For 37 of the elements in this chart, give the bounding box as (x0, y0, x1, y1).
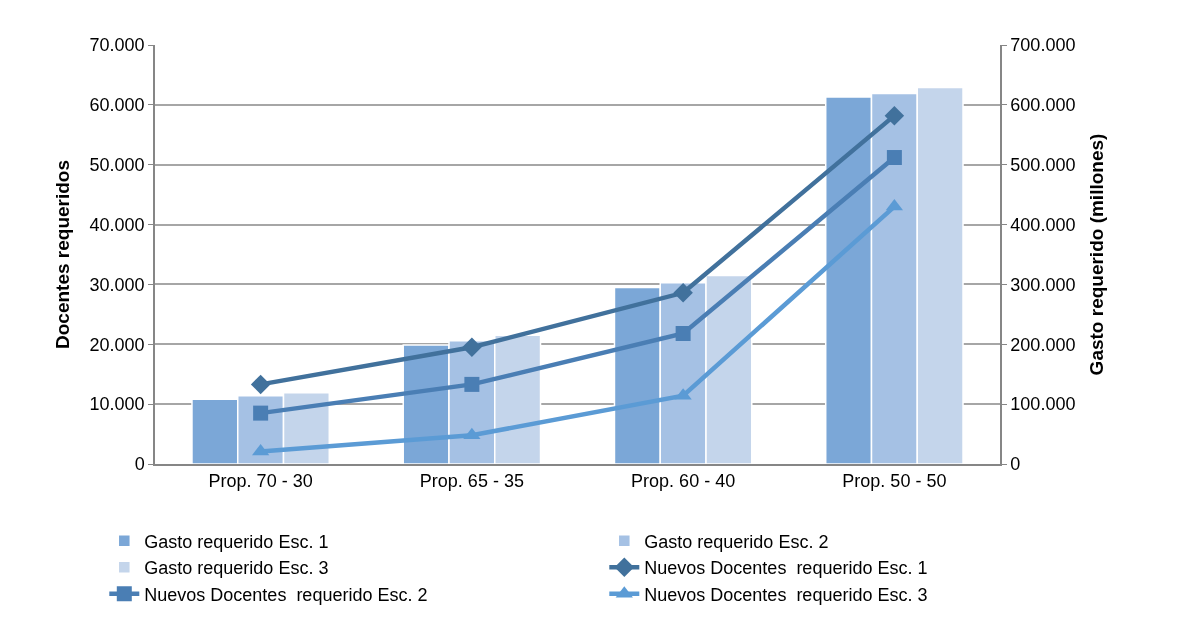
y2-tick-label: 500.000 (1010, 155, 1076, 176)
legend-label: Gasto requerido Esc. 2 (644, 531, 829, 552)
y-tick-label: 40.000 (89, 214, 145, 235)
legend-label: Nuevos Docentes requerido Esc. 3 (644, 584, 928, 605)
y2-tick-label: 0 (1010, 454, 1021, 475)
y-tick-label: 0 (134, 454, 145, 475)
point (462, 337, 482, 358)
y2-tick-label: 300.000 (1010, 274, 1076, 295)
point (886, 150, 902, 166)
y-tick-label: 30.000 (89, 274, 145, 295)
x-tick-label: Prop. 70 - 30 (208, 471, 313, 492)
point (673, 283, 693, 303)
y2-tick-label: 700.000 (1010, 35, 1076, 56)
legend-label: Gasto requerido Esc. 1 (144, 531, 329, 552)
y-tick-label: 10.000 (89, 394, 145, 415)
point (253, 405, 269, 421)
y2-tick-label: 100.000 (1010, 394, 1076, 415)
y2-axis-title: Gasto requerido (millones) (1085, 133, 1107, 376)
y-tick-label: 70.000 (89, 35, 145, 56)
point (884, 105, 905, 126)
point (463, 427, 481, 440)
y2-tick-label: 400.000 (1010, 214, 1076, 235)
point (250, 374, 271, 395)
legend-label: Nuevos Docentes requerido Esc. 1 (644, 558, 928, 579)
y-tick-label: 60.000 (89, 95, 145, 116)
x-tick-label: Prop. 50 - 50 (842, 471, 947, 492)
y2-tick-label: 200.000 (1010, 334, 1076, 355)
point (464, 376, 480, 392)
y-tick-label: 20.000 (89, 334, 145, 355)
x-tick-label: Prop. 65 - 35 (419, 471, 524, 492)
y-axis-title: Docentes requeridos (51, 160, 73, 349)
legend-label: Gasto requerido Esc. 3 (144, 558, 329, 579)
x-tick-label: Prop. 60 - 40 (631, 471, 736, 492)
legend-label: Nuevos Docentes requerido Esc. 2 (144, 584, 428, 605)
y-tick-label: 50.000 (89, 155, 145, 176)
point (675, 326, 691, 342)
y2-tick-label: 600.000 (1010, 95, 1076, 116)
